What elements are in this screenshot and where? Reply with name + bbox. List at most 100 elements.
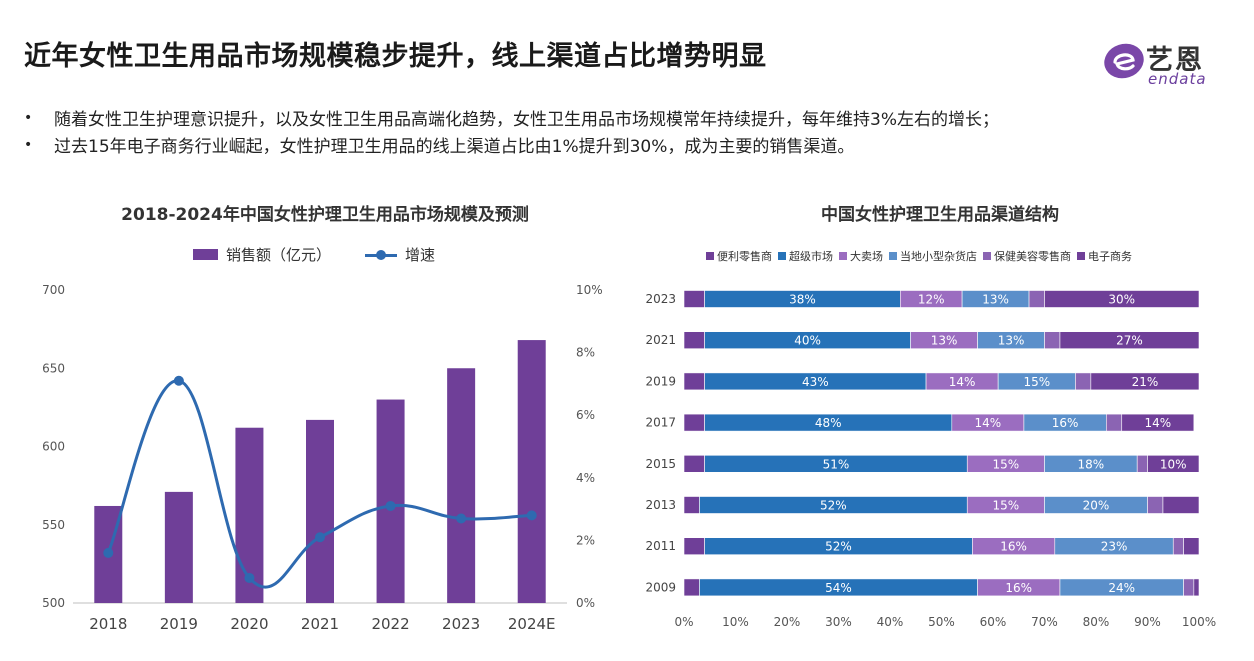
y-tick-label: 2011 <box>645 539 676 553</box>
x-tick-label: 70% <box>1031 615 1058 629</box>
x-tick-label: 2024E <box>508 615 556 633</box>
y-tick-label: 2017 <box>645 416 676 430</box>
data-label: 13% <box>998 334 1025 348</box>
logo-en-text: endata <box>1148 70 1207 88</box>
data-label: 54% <box>825 581 852 595</box>
y-tick-label: 2021 <box>645 333 676 347</box>
data-label: 14% <box>975 416 1002 430</box>
bar-sales <box>306 419 334 603</box>
y-tick-label: 600 <box>42 440 65 454</box>
y-tick-label: 2013 <box>645 498 676 512</box>
x-tick-label: 20% <box>774 615 801 629</box>
x-tick-label: 40% <box>877 615 904 629</box>
logo-e-icon <box>1104 43 1144 79</box>
legend-label: 大卖场 <box>850 250 883 263</box>
segment-1 <box>683 331 705 350</box>
bullet-item: • 过去15年电子商务行业崛起，女性护理卫生用品的线上渠道占比由1%提升到30%… <box>24 131 999 158</box>
legend-label: 当地小型杂货店 <box>900 250 977 263</box>
data-label: 24% <box>1108 581 1135 595</box>
channel-legend-item: 电子商务 <box>1077 248 1132 264</box>
data-label: 16% <box>1000 540 1027 554</box>
endata-logo: 艺恩 endata <box>1102 36 1242 90</box>
market-size-chart-title: 2018-2024年中国女性护理卫生用品市场规模及预测 <box>121 205 529 225</box>
segment-6 <box>1162 496 1200 514</box>
legend-label: 超级市场 <box>789 250 833 263</box>
segment-5 <box>1028 290 1045 308</box>
x-tick-label: 2023 <box>442 615 480 633</box>
data-label: 23% <box>1101 540 1128 554</box>
segment-6 <box>1193 578 1200 597</box>
data-label: 40% <box>794 334 821 348</box>
data-label: 15% <box>1023 375 1050 389</box>
legend-swatch <box>889 252 897 260</box>
growth-point <box>315 532 325 543</box>
data-label: 30% <box>1108 293 1135 307</box>
channel-legend-item: 便利零售商 <box>706 248 772 264</box>
segment-6 <box>1090 372 1200 391</box>
growth-line <box>106 379 532 589</box>
bullet-text: 随着女性卫生护理意识提升，以及女性卫生用品高端化趋势，女性卫生用品市场规模常年持… <box>54 110 999 130</box>
data-label: 16% <box>1005 581 1032 595</box>
x-tick-label: 80% <box>1083 615 1110 629</box>
segment-6 <box>1044 290 1200 308</box>
segment-1 <box>683 372 705 391</box>
data-label: 18% <box>1078 457 1105 471</box>
segment-1 <box>683 578 700 597</box>
channel-legend-item: 当地小型杂货店 <box>889 248 977 264</box>
segment-5 <box>1105 413 1123 432</box>
data-label: 38% <box>789 293 816 307</box>
growth-point <box>244 572 255 583</box>
x-tick-label: 2021 <box>301 615 339 633</box>
legend-label: 电子商务 <box>1088 250 1132 263</box>
data-label: 13% <box>982 293 1009 307</box>
data-label: 10% <box>1160 457 1187 471</box>
legend-label: 便利零售商 <box>717 250 772 263</box>
legend-swatch <box>778 252 786 260</box>
segment-5 <box>1075 372 1092 391</box>
data-label: 16% <box>1052 416 1079 430</box>
bullet-list: • 随着女性卫生护理意识提升，以及女性卫生用品高端化趋势，女性卫生用品市场规模常… <box>24 104 999 158</box>
data-label: 14% <box>949 375 976 389</box>
legend-swatch <box>839 252 847 260</box>
y2-tick-label: 6% <box>576 408 595 422</box>
x-tick-label: 2018 <box>89 615 127 633</box>
segment-6 <box>1183 537 1200 556</box>
y-tick-label: 700 <box>42 283 65 297</box>
legend-item-growth: 增速 <box>365 244 435 265</box>
y-tick-label: 550 <box>42 518 65 532</box>
legend-line-swatch <box>365 249 398 261</box>
x-tick-label: 2019 <box>160 615 198 633</box>
x-tick-label: 90% <box>1134 615 1161 629</box>
x-tick-label: 60% <box>980 615 1007 629</box>
x-tick-label: 2022 <box>371 615 409 633</box>
legend-swatch <box>983 252 991 260</box>
bullet-item: • 随着女性卫生护理意识提升，以及女性卫生用品高端化趋势，女性卫生用品市场规模常… <box>24 104 999 131</box>
y-tick-label: 2019 <box>645 374 676 388</box>
legend-item-sales: 销售额（亿元） <box>193 244 331 265</box>
channel-structure-chart-title: 中国女性护理卫生用品渠道结构 <box>821 205 1059 225</box>
legend-bar-swatch <box>193 249 218 260</box>
data-label: 52% <box>825 540 852 554</box>
market-size-chart: 500 550 600 650 700 0% 2% 4% 6% 8% 10% 2018 2019 2020… <box>42 283 603 633</box>
data-label: 43% <box>802 375 829 389</box>
data-label: 14% <box>1144 416 1171 430</box>
y2-tick-label: 2% <box>576 533 595 547</box>
data-label: 27% <box>1116 334 1143 348</box>
bullet-dot-icon: • <box>24 109 33 126</box>
data-label: 52% <box>820 499 847 513</box>
segment-1 <box>683 290 705 308</box>
growth-point <box>103 547 114 558</box>
x-tick-label: 50% <box>928 615 955 629</box>
segment-5 <box>1183 578 1195 597</box>
segment-6 <box>1147 455 1200 473</box>
x-tick-label: 10% <box>722 615 749 629</box>
y2-tick-label: 8% <box>576 346 595 360</box>
data-label: 48% <box>815 416 842 430</box>
growth-point <box>173 375 184 386</box>
legend-label-sales: 销售额（亿元） <box>226 246 332 264</box>
market-size-legend: 销售额（亿元） 增速 <box>193 244 469 265</box>
segment-5 <box>1172 537 1184 556</box>
channel-legend-item: 超级市场 <box>778 248 833 264</box>
y2-tick-label: 4% <box>576 471 595 485</box>
data-label: 21% <box>1132 375 1159 389</box>
